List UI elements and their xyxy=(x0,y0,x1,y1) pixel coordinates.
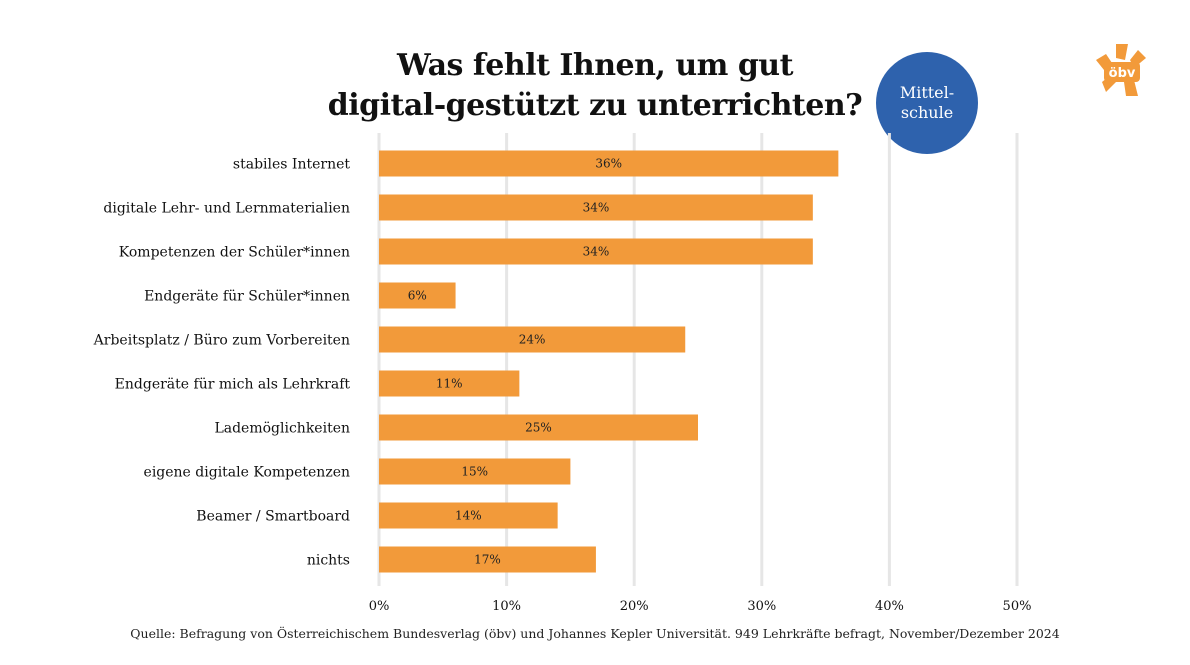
category-label-8: eigene digitale Kompetenzen xyxy=(144,465,350,481)
label-layer: stabiles Internet 36% digitale Lehr- und L… xyxy=(93,157,622,569)
x-tick-label-0: 0% xyxy=(369,599,390,614)
value-label-2: 34% xyxy=(583,201,610,215)
bar-9 xyxy=(379,502,558,529)
x-tick-label-10: 10% xyxy=(492,599,521,614)
badge-line-2: schule xyxy=(900,103,954,122)
value-label-5: 24% xyxy=(519,333,546,347)
category-label-7: Lademöglichkeiten xyxy=(214,421,350,437)
bar-7 xyxy=(379,414,698,441)
category-label-1: stabiles Internet xyxy=(233,157,350,173)
x-tick-label-30: 30% xyxy=(747,599,776,614)
category-label-4: Endgeräte für Schüler*innen xyxy=(144,289,350,305)
value-label-8: 15% xyxy=(461,465,488,479)
value-label-1: 36% xyxy=(595,157,622,171)
category-label-10: nichts xyxy=(307,553,350,569)
category-label-5: Arbeitsplatz / Büro zum Vorbereiten xyxy=(93,333,350,349)
bar-1 xyxy=(379,150,839,177)
bar-3 xyxy=(379,238,813,265)
category-label-2: digitale Lehr- und Lernmaterialien xyxy=(103,201,350,217)
obv-logo: öbv xyxy=(1096,44,1146,96)
chart-title: Was fehlt Ihnen, um gut digital-gestützt… xyxy=(300,46,890,126)
value-label-3: 34% xyxy=(583,245,610,259)
x-tick-label-40: 40% xyxy=(875,599,904,614)
bar-2 xyxy=(379,194,813,221)
value-label-9: 14% xyxy=(455,509,482,523)
value-label-4: 6% xyxy=(408,289,427,303)
bar-5 xyxy=(379,326,686,353)
chart-title-line-2: digital-gestützt zu unterrichten? xyxy=(327,88,863,123)
category-label-3: Kompetenzen der Schüler*innen xyxy=(119,245,350,261)
bar-layer xyxy=(379,150,839,573)
value-label-10: 17% xyxy=(474,553,501,567)
value-label-7: 25% xyxy=(525,421,552,435)
chart-title-line-1: Was fehlt Ihnen, um gut xyxy=(397,48,793,83)
x-tick-label-50: 50% xyxy=(1003,599,1032,614)
value-label-6: 11% xyxy=(436,377,463,391)
bar-6 xyxy=(379,370,520,397)
source-note: Quelle: Befragung von Österreichischem B… xyxy=(130,626,1060,641)
logo-text: öbv xyxy=(1109,66,1136,81)
school-type-badge: Mittel- schule xyxy=(876,52,978,154)
tick-layer: 0% 10% 20% 30% 40% 50% xyxy=(369,599,1032,614)
badge-line-1: Mittel- xyxy=(899,83,955,102)
bar-4 xyxy=(379,282,456,309)
logo-star-icon xyxy=(1096,44,1146,96)
bar-8 xyxy=(379,458,571,485)
x-tick-label-20: 20% xyxy=(620,599,649,614)
bar-10 xyxy=(379,546,596,573)
category-label-6: Endgeräte für mich als Lehrkraft xyxy=(115,377,351,393)
category-label-9: Beamer / Smartboard xyxy=(196,509,350,525)
